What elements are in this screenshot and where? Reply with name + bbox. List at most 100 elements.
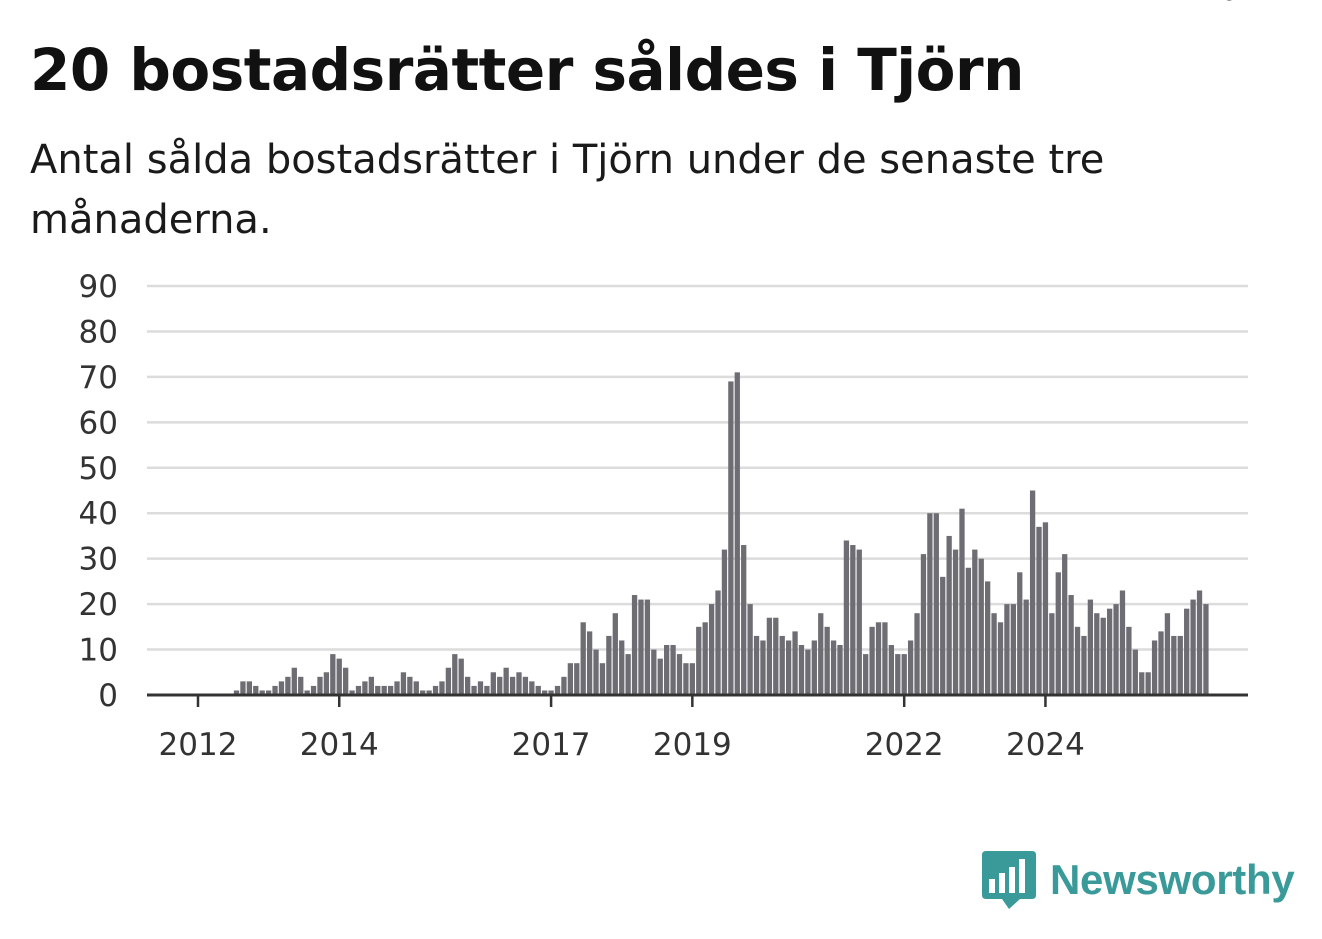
bar bbox=[920, 554, 927, 695]
bar bbox=[651, 649, 657, 695]
bar bbox=[1062, 554, 1068, 695]
bar bbox=[907, 640, 914, 695]
bar bbox=[863, 654, 869, 695]
bar bbox=[580, 622, 586, 695]
x-tick-label: 2017 bbox=[512, 727, 591, 763]
y-tick-label: 50 bbox=[79, 451, 118, 487]
bar bbox=[1158, 631, 1164, 695]
bar bbox=[1036, 526, 1042, 695]
bar bbox=[888, 645, 895, 695]
bar bbox=[952, 549, 959, 695]
bar bbox=[985, 581, 991, 695]
bar bbox=[574, 663, 580, 695]
bar bbox=[965, 567, 972, 695]
bar bbox=[940, 576, 946, 695]
bar bbox=[445, 667, 452, 695]
bar bbox=[1119, 590, 1126, 695]
bar bbox=[1190, 599, 1196, 695]
bar bbox=[1049, 613, 1055, 695]
gridlines bbox=[147, 284, 1248, 651]
bar bbox=[1106, 608, 1113, 695]
bar bbox=[1017, 572, 1023, 695]
bar bbox=[734, 372, 740, 695]
bar bbox=[798, 645, 805, 695]
bar bbox=[1132, 649, 1138, 695]
bar bbox=[785, 640, 792, 695]
bar bbox=[728, 381, 734, 695]
bar bbox=[997, 622, 1004, 695]
brand-name: Newsworthy bbox=[1050, 856, 1295, 903]
bar bbox=[619, 640, 625, 695]
bar bbox=[381, 685, 387, 695]
bar bbox=[683, 663, 689, 695]
bar bbox=[484, 685, 490, 695]
bar bbox=[233, 690, 240, 695]
bar bbox=[696, 626, 702, 695]
bar bbox=[676, 654, 683, 695]
bar bbox=[901, 654, 907, 695]
bar bbox=[895, 654, 901, 695]
bar bbox=[413, 681, 419, 695]
bar bbox=[1087, 599, 1094, 695]
bar bbox=[606, 635, 612, 695]
bar bbox=[471, 685, 477, 695]
bar bbox=[529, 681, 535, 695]
bar bbox=[240, 681, 246, 695]
bar bbox=[760, 640, 766, 695]
bar bbox=[497, 676, 503, 695]
x-tick-label: 2012 bbox=[159, 727, 238, 763]
bar bbox=[265, 690, 272, 695]
bar bbox=[1029, 490, 1036, 695]
bar bbox=[394, 681, 400, 695]
x-axis: 2012 2014 2017 2019 2022 2024 bbox=[147, 693, 1248, 763]
annotations: 20 bbox=[1198, 0, 1240, 8]
bar bbox=[554, 685, 561, 695]
bar bbox=[432, 685, 439, 695]
bar bbox=[567, 663, 574, 695]
bar bbox=[1023, 599, 1029, 695]
bar bbox=[1100, 617, 1106, 695]
bar bbox=[792, 631, 798, 695]
bar bbox=[1068, 595, 1074, 695]
bar bbox=[933, 513, 939, 695]
bar bbox=[1055, 572, 1061, 695]
bar bbox=[490, 672, 496, 695]
bar bbox=[612, 613, 618, 695]
bar bbox=[362, 681, 368, 695]
bar bbox=[664, 645, 670, 695]
bar bbox=[702, 622, 708, 695]
bar bbox=[631, 595, 638, 695]
bar bbox=[259, 690, 265, 695]
bar bbox=[927, 513, 933, 695]
bar bbox=[978, 558, 984, 695]
bar bbox=[715, 590, 721, 695]
y-tick-label: 70 bbox=[79, 360, 118, 396]
y-tick-label: 20 bbox=[79, 587, 118, 623]
bar bbox=[355, 685, 362, 695]
y-axis-ticks: 0 10 20 30 40 50 60 70 80 90 bbox=[79, 269, 118, 714]
bar bbox=[509, 676, 516, 695]
bar bbox=[317, 676, 323, 695]
bar bbox=[323, 672, 330, 695]
bar bbox=[766, 617, 773, 695]
bar bbox=[914, 613, 920, 695]
bar bbox=[773, 617, 779, 695]
bar bbox=[548, 690, 554, 695]
y-tick-label: 80 bbox=[79, 314, 118, 350]
bar bbox=[298, 676, 304, 695]
bar bbox=[439, 681, 445, 695]
bar bbox=[535, 685, 541, 695]
bar bbox=[882, 622, 888, 695]
bar bbox=[593, 649, 599, 695]
bar bbox=[638, 599, 644, 695]
bar bbox=[278, 681, 285, 695]
bar bbox=[747, 604, 753, 695]
x-tick-label: 2022 bbox=[865, 727, 944, 763]
bar bbox=[959, 508, 965, 695]
bar bbox=[458, 658, 464, 695]
bar bbox=[503, 667, 509, 695]
bar bbox=[420, 690, 426, 695]
bar bbox=[516, 672, 522, 695]
bar bbox=[400, 672, 407, 695]
bar bbox=[1145, 672, 1151, 695]
